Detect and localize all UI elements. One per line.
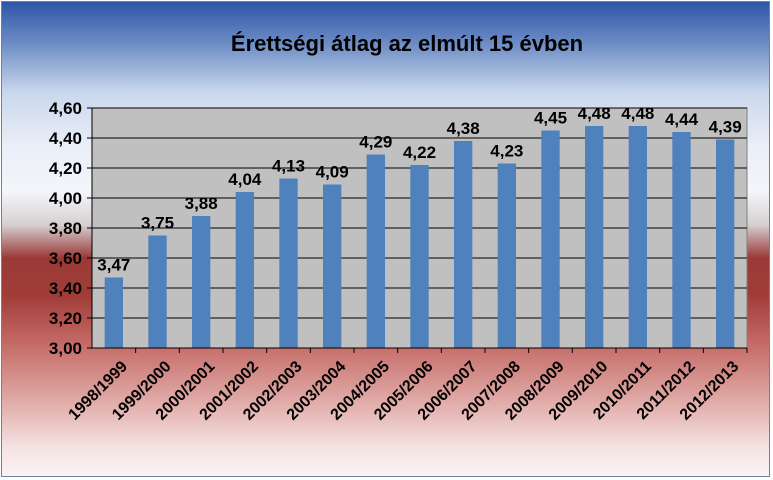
data-label: 3,75 <box>141 214 174 233</box>
bar <box>366 154 386 348</box>
bars <box>104 126 735 348</box>
data-label: 4,29 <box>359 133 392 152</box>
data-label: 4,48 <box>578 104 611 123</box>
bar <box>497 163 517 348</box>
y-tick-label: 4,00 <box>49 189 82 208</box>
bar <box>235 192 255 348</box>
data-label: 4,39 <box>709 118 742 137</box>
bar <box>584 126 604 348</box>
y-tick-label: 3,80 <box>49 219 82 238</box>
y-tick-label: 3,00 <box>49 339 82 358</box>
bar <box>453 141 473 348</box>
data-label: 4,04 <box>228 170 262 189</box>
y-tick-label: 4,20 <box>49 159 82 178</box>
bar <box>715 139 735 348</box>
y-tick-label: 4,60 <box>49 99 82 118</box>
bar <box>191 216 211 348</box>
y-tick-label: 4,40 <box>49 129 82 148</box>
chart-title: Érettségi átlag az elmúlt 15 évben <box>231 31 583 56</box>
data-label: 4,09 <box>316 163 349 182</box>
data-label: 4,23 <box>490 142 523 161</box>
bar <box>410 165 429 348</box>
data-label: 4,13 <box>272 157 305 176</box>
y-tick-label: 3,60 <box>49 249 82 268</box>
x-axis-tick-labels: 1998/19991999/20002000/20012001/20022002… <box>66 358 743 424</box>
bar <box>672 132 691 348</box>
bar <box>541 130 560 348</box>
y-axis-tick-labels: 3,00 3,20 3,40 3,60 3,80 4,00 4,20 4,40 4,60 <box>49 99 82 358</box>
bar <box>148 235 167 348</box>
data-label: 3,88 <box>185 194 218 213</box>
data-label: 4,44 <box>665 110 699 129</box>
data-label: 4,48 <box>621 104 654 123</box>
data-label: 4,45 <box>534 109 567 128</box>
y-tick-label: 3,20 <box>49 309 82 328</box>
data-label: 3,47 <box>97 256 130 275</box>
data-labels: 3,47 3,75 3,88 4,04 4,13 4,09 4,29 4,22 4,38 4,23… <box>97 104 741 275</box>
axes <box>91 108 748 353</box>
data-label: 4,22 <box>403 143 436 162</box>
y-tick-label: 3,40 <box>49 279 82 298</box>
bar <box>104 277 124 348</box>
bar <box>279 178 298 348</box>
bar <box>628 126 648 348</box>
data-label: 4,38 <box>447 119 480 138</box>
bar <box>322 184 342 348</box>
